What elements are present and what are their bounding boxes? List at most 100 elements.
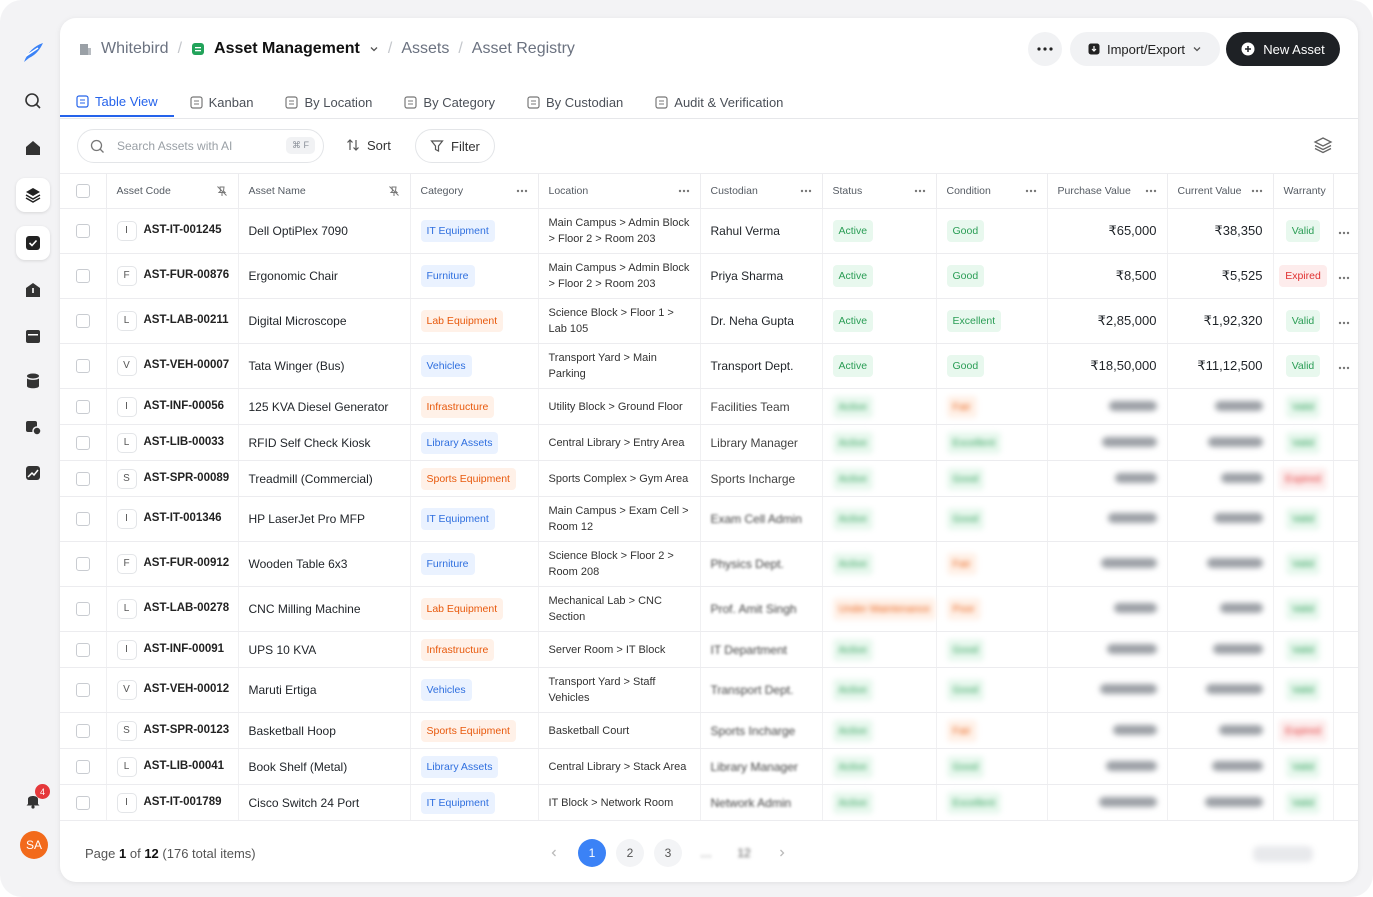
alerts-nav[interactable] <box>16 273 50 307</box>
analytics-nav[interactable] <box>16 456 50 490</box>
page-size-select[interactable] <box>1253 846 1313 862</box>
checkbox[interactable] <box>75 557 90 571</box>
column-header[interactable]: Category <box>410 174 539 209</box>
row-actions[interactable] <box>1333 541 1358 587</box>
asset-row[interactable]: I AST-INF-00056 125 KVA Diesel Generator In… <box>60 388 1358 425</box>
crumb[interactable]: Asset Management <box>214 40 360 57</box>
checkbox[interactable] <box>75 471 90 486</box>
column-header[interactable]: Warranty <box>1273 174 1334 209</box>
checkbox[interactable] <box>75 224 90 238</box>
code-text: AST-INF-00091 <box>143 642 225 655</box>
page-button[interactable]: 1 <box>578 839 606 867</box>
asset-row[interactable]: F AST-FUR-00876 Ergonomic Chair Furniture Ma… <box>60 253 1358 299</box>
asset-row[interactable]: V AST-VEH-00012 Maruti Ertiga Vehicles Trans… <box>60 667 1358 713</box>
crumb[interactable]: Whitebird <box>101 40 169 57</box>
new-asset-button[interactable]: New Asset <box>1226 32 1340 66</box>
checkbox[interactable] <box>75 642 90 657</box>
checkbox[interactable] <box>75 184 90 198</box>
home-nav[interactable] <box>16 131 50 165</box>
tab[interactable]: Kanban <box>174 88 270 117</box>
crumb[interactable]: Assets <box>401 40 450 57</box>
asset-row[interactable]: L AST-LIB-00033 RFID Self Check Kiosk Libra… <box>60 424 1358 461</box>
row-actions[interactable] <box>1333 712 1358 749</box>
column-header[interactable]: Asset Name <box>238 174 411 209</box>
category-tag: Vehicles <box>420 355 472 377</box>
location: Transport Yard > Main Parking <box>538 343 701 389</box>
column-header[interactable]: Status <box>822 174 937 209</box>
row-actions[interactable] <box>1333 343 1358 389</box>
row-actions[interactable] <box>1333 388 1358 425</box>
checkbox[interactable] <box>75 759 90 774</box>
calendar-nav[interactable] <box>16 319 50 353</box>
sort-button[interactable]: Sort <box>332 129 405 161</box>
row-actions[interactable] <box>1333 496 1358 542</box>
more-button[interactable] <box>1028 32 1062 66</box>
asset-row[interactable]: L AST-LIB-00041 Book Shelf (Metal) Library … <box>60 748 1358 785</box>
checkbox[interactable] <box>75 435 90 450</box>
row-actions[interactable] <box>1333 667 1358 713</box>
checkbox[interactable] <box>75 399 90 414</box>
row-actions[interactable] <box>1333 424 1358 461</box>
page-button[interactable]: 2 <box>616 839 644 867</box>
tab[interactable]: Table View <box>60 88 174 117</box>
prev-page[interactable] <box>540 839 568 867</box>
search-nav[interactable] <box>16 84 50 118</box>
checkbox[interactable] <box>75 269 90 283</box>
next-page[interactable] <box>768 839 796 867</box>
row-actions[interactable] <box>1333 631 1358 668</box>
row-actions[interactable] <box>1333 460 1358 497</box>
checkbox[interactable] <box>75 683 90 697</box>
reports-nav[interactable] <box>16 410 50 444</box>
row-actions[interactable] <box>1333 253 1358 299</box>
page-button[interactable]: … <box>700 846 712 860</box>
tab[interactable]: By Custodian <box>511 88 639 117</box>
search-box[interactable]: Search Assets with AI ⌘ F <box>77 129 324 163</box>
tab[interactable]: Audit & Verification <box>639 88 799 117</box>
checkbox[interactable] <box>75 359 90 373</box>
checkbox[interactable] <box>75 602 90 616</box>
asset-row[interactable]: F AST-FUR-00912 Wooden Table 6x3 Furniture S… <box>60 541 1358 587</box>
layers-button[interactable] <box>1313 136 1333 154</box>
checkbox[interactable] <box>75 314 90 328</box>
filter-button[interactable]: Filter <box>415 129 495 163</box>
column-header[interactable]: Purchase Value <box>1047 174 1168 209</box>
row-actions[interactable] <box>1333 586 1358 632</box>
column-header[interactable]: Custodian <box>700 174 823 209</box>
row-actions[interactable] <box>1333 784 1358 821</box>
asset-row[interactable]: I AST-IT-001789 Cisco Switch 24 Port IT Equ… <box>60 784 1358 821</box>
database-nav[interactable] <box>16 364 50 398</box>
asset-row[interactable]: I AST-IT-001346 HP LaserJet Pro MFP IT Equi… <box>60 496 1358 542</box>
page-summary: Page 1 of 12 (176 total items) <box>85 846 256 861</box>
column-header[interactable]: Current Value <box>1167 174 1274 209</box>
assets-nav[interactable] <box>16 178 50 212</box>
asset-row[interactable]: V AST-VEH-00007 Tata Winger (Bus) Vehicles T… <box>60 343 1358 389</box>
tasks-nav[interactable] <box>16 226 50 260</box>
row-actions[interactable] <box>1333 208 1358 254</box>
checkbox[interactable] <box>75 512 90 526</box>
column-header[interactable]: Asset Code <box>106 174 239 209</box>
checkbox[interactable] <box>75 795 90 810</box>
user-avatar[interactable]: SA <box>20 831 48 859</box>
asset-code: L AST-LAB-00278 <box>106 586 239 632</box>
tab[interactable]: By Location <box>269 88 388 117</box>
column-header[interactable]: Condition <box>936 174 1048 209</box>
asset-row[interactable]: L AST-LAB-00278 CNC Milling Machine Lab Equ… <box>60 586 1358 632</box>
asset-row[interactable]: S AST-SPR-00089 Treadmill (Commercial) Spor… <box>60 460 1358 497</box>
tab[interactable]: By Category <box>388 88 511 117</box>
asset-row[interactable]: L AST-LAB-00211 Digital Microscope Lab Equi… <box>60 298 1358 344</box>
asset-row[interactable]: S AST-SPR-00123 Basketball Hoop Sports Equi… <box>60 712 1358 749</box>
page-button[interactable]: 12 <box>737 846 751 860</box>
row-actions[interactable] <box>1333 748 1358 785</box>
warranty-cell: Valid <box>1273 343 1334 389</box>
asset-row[interactable]: I AST-IT-001245 Dell OptiPlex 7090 IT Equip… <box>60 208 1358 254</box>
checkbox[interactable] <box>75 723 90 738</box>
condition-tag: Good <box>946 220 985 242</box>
column-header[interactable]: Location <box>538 174 701 209</box>
asset-row[interactable]: I AST-INF-00091 UPS 10 KVA Infrastructure Se… <box>60 631 1358 668</box>
row-actions[interactable] <box>1333 298 1358 344</box>
import-export-button[interactable]: Import/Export <box>1070 32 1220 66</box>
status-tag: Active <box>832 265 874 287</box>
notifications[interactable] <box>16 783 50 817</box>
page-button[interactable]: 3 <box>654 839 682 867</box>
asset-code: L AST-LIB-00041 <box>106 748 239 785</box>
